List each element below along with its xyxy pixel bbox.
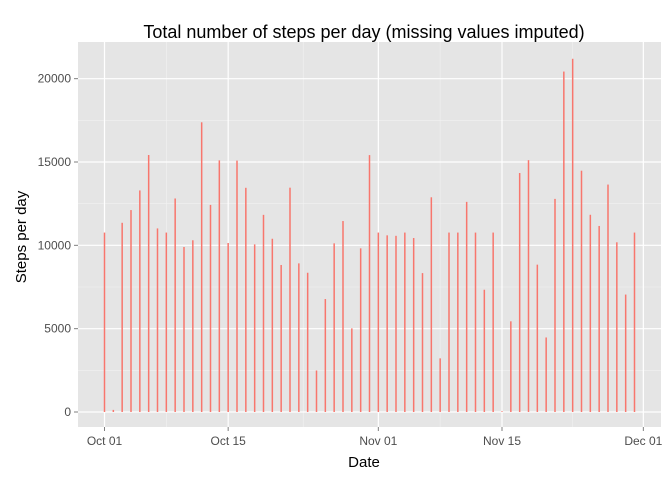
bar — [289, 187, 291, 412]
x-tick-label: Oct 15 — [210, 434, 246, 448]
bar — [130, 210, 132, 412]
bar — [607, 184, 609, 412]
bar — [262, 214, 265, 412]
bar — [589, 214, 592, 412]
y-axis-ticks: 0 5000 10000 15000 20000 — [38, 72, 78, 419]
bar — [121, 222, 123, 412]
bar — [510, 321, 512, 412]
x-tick-label: Oct 01 — [87, 434, 123, 448]
x-axis-title: Date — [348, 454, 380, 471]
bar — [518, 173, 521, 412]
bar — [430, 197, 433, 412]
bar — [465, 201, 468, 412]
bar — [306, 272, 309, 412]
bar — [236, 160, 238, 412]
bar — [474, 232, 477, 412]
bar — [633, 232, 636, 412]
y-tick-label: 0 — [64, 405, 71, 419]
bar — [139, 190, 141, 412]
bar — [218, 160, 221, 412]
bar — [580, 170, 583, 412]
bar — [156, 228, 159, 412]
bar — [271, 238, 274, 412]
bar — [209, 204, 212, 412]
x-tick-label: Nov 01 — [359, 434, 397, 448]
bar — [457, 232, 459, 412]
bar — [624, 294, 627, 412]
bars — [103, 58, 636, 413]
bar — [342, 221, 344, 412]
bar — [554, 198, 556, 412]
bar — [280, 264, 282, 412]
bar — [536, 264, 539, 412]
bar — [147, 155, 150, 412]
bar — [377, 232, 380, 412]
bar — [571, 58, 574, 413]
x-tick-label: Nov 15 — [483, 434, 521, 448]
bar — [616, 242, 618, 412]
bar — [563, 71, 565, 413]
y-axis-title: Steps per day — [13, 190, 30, 283]
bar — [368, 155, 371, 412]
bar — [395, 235, 397, 412]
bar — [545, 337, 547, 412]
bar — [598, 225, 600, 412]
bar — [492, 232, 494, 412]
bar — [448, 232, 450, 412]
bar — [324, 299, 327, 412]
bar — [103, 232, 106, 412]
bar — [501, 411, 503, 412]
bar — [351, 328, 353, 412]
bar — [404, 232, 406, 412]
bar — [253, 244, 256, 412]
bar — [112, 409, 115, 412]
chart-title: Total number of steps per day (missing v… — [143, 22, 584, 42]
x-axis-ticks: Oct 01 Oct 15 Nov 01 Nov 15 Dec 01 — [87, 427, 663, 448]
bar — [192, 240, 194, 412]
bar — [421, 273, 424, 412]
x-tick-label: Dec 01 — [624, 434, 662, 448]
bar — [483, 289, 486, 412]
bar — [245, 187, 247, 412]
bar — [165, 232, 168, 412]
y-tick-label: 5000 — [44, 322, 71, 336]
bar — [439, 358, 441, 412]
bar — [386, 235, 388, 412]
bar — [200, 122, 203, 413]
bar — [412, 238, 415, 412]
bar — [333, 243, 335, 412]
bar — [359, 248, 362, 412]
bar — [527, 160, 530, 412]
bar — [298, 263, 300, 412]
y-tick-label: 15000 — [38, 155, 72, 169]
bar — [174, 198, 176, 412]
bar — [227, 243, 229, 412]
bar — [183, 247, 185, 412]
bar — [315, 370, 318, 412]
y-tick-label: 10000 — [38, 238, 72, 252]
y-tick-label: 20000 — [38, 72, 72, 86]
